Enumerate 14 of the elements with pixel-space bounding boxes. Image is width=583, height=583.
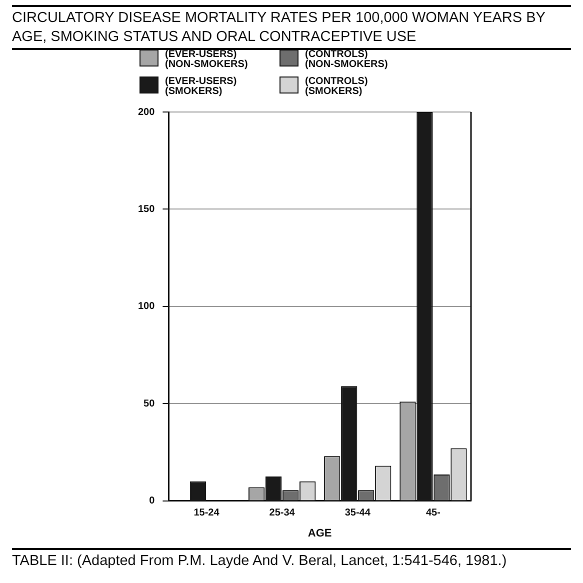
y-tick-label: 0 bbox=[149, 496, 156, 507]
legend-label: (CONTROLS) (SMOKERS) bbox=[305, 76, 368, 97]
y-tick-label: 200 bbox=[138, 106, 156, 118]
text: TABLE II: (Adapted From P.M. Layde And V. Beral, Lancet, 1:541-546, 1981.) bbox=[12, 548, 571, 569]
legend-label: (EVER-USERS) (SMOKERS) bbox=[165, 76, 237, 97]
y-tick-label: 150 bbox=[138, 204, 156, 215]
x-tick-label: 35-44 bbox=[344, 508, 371, 519]
y-tick-label: 50 bbox=[144, 398, 156, 410]
x-tick-label: 45- bbox=[426, 508, 440, 519]
y-tick-label: 100 bbox=[138, 301, 156, 312]
x-tick-label: 15-24 bbox=[194, 508, 220, 519]
x-axis-title: AGE bbox=[308, 527, 332, 540]
x-tick-label: 25-34 bbox=[269, 508, 296, 519]
chart-title: CIRCULATORY DISEASE MORTALITY RATES PER 100,000 WOMAN YEARS BY AGE, SMOKING STATUS AND ORAL CONTRACEPTIVE USE bbox=[12, 5, 571, 50]
